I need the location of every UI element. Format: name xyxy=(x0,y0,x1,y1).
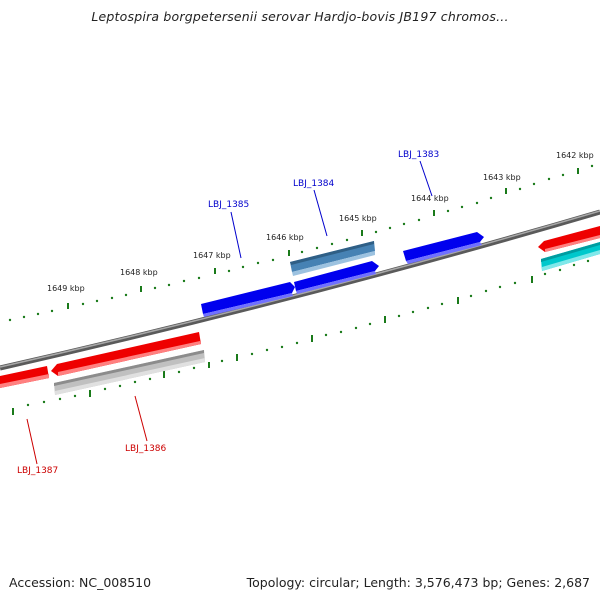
accession-text: Accession: NC_008510 xyxy=(9,575,152,590)
gene-label-lbj-1384[interactable]: LBJ_1384 xyxy=(293,179,335,189)
callout-lines xyxy=(26,160,433,465)
tick-label: 1646 kbp xyxy=(266,233,304,242)
map-title: Leptospira borgpetersenii serovar Hardjo… xyxy=(91,9,509,24)
inner-scale xyxy=(12,259,590,415)
gene-arrow-lbj-1383[interactable] xyxy=(403,232,484,264)
gene-arrow-red[interactable] xyxy=(51,332,201,376)
outer-scale xyxy=(8,164,594,322)
gene-label-lbj-1383[interactable]: LBJ_1383 xyxy=(398,150,439,160)
gene-arrow-blue[interactable] xyxy=(294,261,379,294)
gene-arrow-lbj-1386[interactable] xyxy=(54,350,205,395)
gene-arrow-lbj-1387[interactable] xyxy=(0,366,49,388)
tick-label: 1649 kbp xyxy=(47,284,85,293)
gene-arrow-red-right[interactable] xyxy=(538,226,600,252)
gene-arrow-lbj-1385[interactable] xyxy=(201,282,295,317)
gene-label-lbj-1385[interactable]: LBJ_1385 xyxy=(208,200,249,210)
tick-label: 1647 kbp xyxy=(193,251,231,260)
gene-arrow-lbj-1384[interactable] xyxy=(290,241,375,276)
tick-label: 1648 kbp xyxy=(120,268,158,277)
gene-arrow-cyan[interactable] xyxy=(541,242,600,271)
genome-summary-text: Topology: circular; Length: 3,576,473 bp… xyxy=(246,575,590,590)
gene-label-lbj-1387[interactable]: LBJ_1387 xyxy=(17,466,58,476)
tick-label: 1645 kbp xyxy=(339,214,377,223)
reverse-genes xyxy=(0,226,600,395)
forward-genes xyxy=(201,232,484,317)
tick-label: 1644 kbp xyxy=(411,194,449,203)
tick-label: 1642 kbp xyxy=(556,151,594,160)
tick-label: 1643 kbp xyxy=(483,173,521,182)
chromosome-backbone xyxy=(0,209,600,371)
gene-label-lbj-1386[interactable]: LBJ_1386 xyxy=(125,444,167,454)
